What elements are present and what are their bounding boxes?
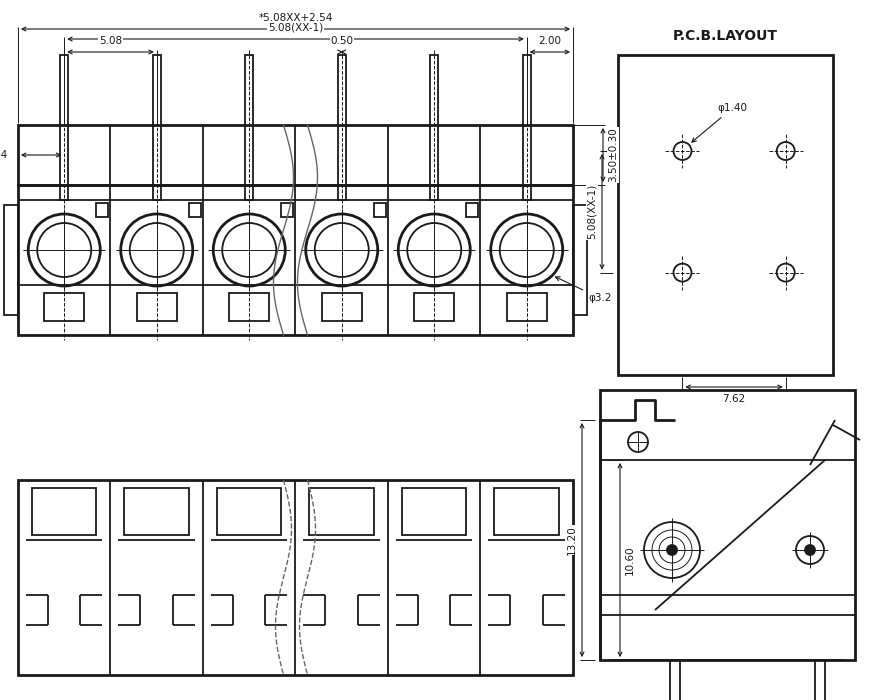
Bar — [669, 660, 680, 700]
Text: φ3.2: φ3.2 — [555, 276, 611, 303]
Bar — [573, 205, 587, 315]
Bar — [189, 203, 201, 217]
Bar — [494, 488, 559, 535]
Text: 13.20: 13.20 — [567, 525, 576, 555]
Bar — [506, 293, 546, 321]
Bar — [124, 488, 189, 535]
Circle shape — [667, 545, 676, 555]
Bar — [401, 488, 466, 535]
Bar — [814, 660, 824, 700]
Bar — [18, 185, 573, 335]
Text: 5.08: 5.08 — [99, 36, 122, 46]
Bar — [430, 55, 438, 200]
Text: 5.08(XX-1): 5.08(XX-1) — [268, 23, 322, 33]
Bar — [216, 488, 282, 535]
Text: φ1.40: φ1.40 — [691, 103, 746, 142]
Bar — [374, 203, 386, 217]
Text: 0.50: 0.50 — [330, 36, 353, 46]
Bar — [44, 293, 84, 321]
Text: P.C.B.LAYOUT: P.C.B.LAYOUT — [673, 29, 777, 43]
Bar — [18, 480, 573, 675]
Text: 10.60: 10.60 — [624, 545, 634, 575]
Circle shape — [804, 545, 814, 555]
Bar — [600, 390, 854, 660]
Bar — [245, 55, 253, 200]
Bar — [466, 203, 478, 217]
Bar — [309, 488, 374, 535]
Bar — [153, 55, 161, 200]
Bar — [617, 55, 832, 375]
Bar — [322, 293, 362, 321]
Bar — [32, 488, 96, 535]
Text: 2.54: 2.54 — [0, 150, 8, 160]
Bar — [18, 125, 573, 185]
Text: 5.08(XX-1): 5.08(XX-1) — [587, 184, 596, 239]
Bar — [136, 293, 176, 321]
Bar — [282, 203, 293, 217]
Bar — [414, 293, 454, 321]
Bar — [96, 203, 109, 217]
Bar — [4, 205, 18, 315]
Bar — [60, 55, 68, 200]
Bar — [337, 55, 345, 200]
Text: 7.62: 7.62 — [721, 394, 745, 404]
Text: 2.00: 2.00 — [538, 36, 561, 46]
Text: *5.08XX+2.54: *5.08XX+2.54 — [258, 13, 332, 23]
Bar — [229, 293, 269, 321]
Bar — [522, 55, 530, 200]
Text: 3.50±0.30: 3.50±0.30 — [607, 127, 617, 183]
